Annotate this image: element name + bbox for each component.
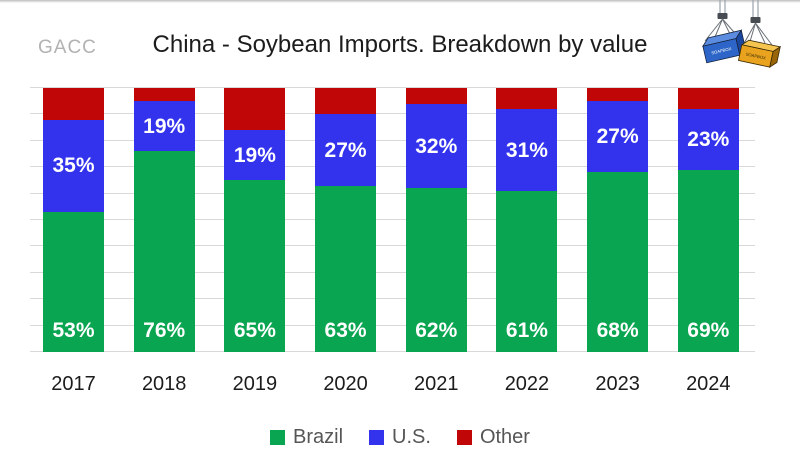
chart-title: China - Soybean Imports. Breakdown by va… — [152, 31, 648, 58]
svg-text:SOAPBOX: SOAPBOX — [711, 46, 732, 56]
segment-other-2019 — [224, 88, 286, 131]
value-label-us-2020: 27% — [324, 138, 367, 162]
gridline-90 — [30, 113, 755, 115]
crane-cables-right — [741, 0, 773, 48]
value-label-brazil-2018: 76% — [143, 319, 186, 342]
x-axis-label-2023: 2023 — [595, 373, 640, 395]
value-label-us-2023: 27% — [596, 125, 639, 149]
gridline-60 — [30, 192, 755, 194]
value-label-brazil-2019: 65% — [233, 319, 276, 342]
x-axis-label-2018: 2018 — [141, 373, 187, 395]
crane-cables-left — [704, 0, 741, 42]
gridline-50 — [30, 219, 755, 220]
segment-brazil-2024: 69% — [677, 169, 739, 352]
yellow-container: SOAPBOX — [738, 39, 782, 68]
x-axis-label-2022: 2022 — [504, 373, 550, 395]
x-axis-label-2024: 2024 — [686, 373, 731, 395]
gridline-0 — [30, 351, 755, 352]
segment-us-2019: 19% — [224, 130, 286, 181]
bar-2018: 19% 76% — [133, 88, 195, 352]
segment-brazil-2021: 62% — [405, 188, 467, 352]
value-label-us-2017: 35% — [52, 154, 95, 178]
legend: Brazil U.S. Other — [0, 426, 800, 449]
value-label-us-2019: 19% — [233, 143, 276, 167]
legend-swatch-brazil — [270, 430, 286, 445]
segment-brazil-2017: 53% — [43, 212, 104, 352]
value-label-us-2024: 23% — [687, 127, 730, 151]
segment-us-2023: 27% — [587, 101, 649, 173]
value-label-brazil-2021: 62% — [415, 319, 458, 342]
gridline-20 — [30, 298, 755, 300]
legend-swatch-other — [456, 430, 472, 445]
bar-2021: 32% 62% — [405, 88, 467, 352]
blue-container: SOAPBOX — [702, 29, 746, 64]
value-label-brazil-2024: 69% — [687, 319, 730, 342]
card-top-edge — [0, 0, 800, 3]
value-label-brazil-2017: 53% — [52, 319, 95, 342]
x-axis-label-2017: 2017 — [51, 373, 96, 395]
gridline-30 — [30, 271, 755, 273]
x-axis-label-2021: 2021 — [414, 373, 459, 395]
gridline-40 — [30, 245, 755, 247]
legend-label-other: Other — [479, 426, 530, 448]
legend-label-us: U.S. — [392, 426, 431, 448]
segment-other-2020 — [315, 88, 377, 115]
bar-2023: 27% 68% — [587, 88, 649, 352]
segment-other-2022 — [496, 88, 558, 110]
x-axis-label-2019: 2019 — [232, 373, 278, 395]
segment-us-2017: 35% — [43, 119, 104, 213]
x-axis: 2017 2018 2019 2020 2021 2022 2023 2024 — [30, 373, 768, 396]
gridline-10 — [30, 324, 755, 326]
shipping-containers-logo: SOAPBOX SOAPBOX — [702, 0, 782, 68]
segment-us-2022: 31% — [496, 109, 558, 191]
legend-item-brazil: Brazil — [270, 426, 343, 449]
segment-us-2018: 19% — [133, 101, 195, 152]
legend-swatch-us — [369, 430, 385, 445]
segment-brazil-2020: 63% — [315, 185, 377, 352]
gridline-80 — [30, 139, 755, 141]
value-label-us-2022: 31% — [505, 138, 548, 162]
bars: 35% 53% 19% 76% 19% 65% 27% 63% 32% 62% 31% 61% 27% 6… — [30, 88, 755, 352]
value-label-us-2018: 19% — [143, 114, 186, 138]
segment-other-2023 — [587, 88, 649, 102]
segment-brazil-2023: 68% — [587, 172, 649, 352]
svg-text:SOAPBOX: SOAPBOX — [745, 51, 766, 60]
bar-2019: 19% 65% — [224, 88, 286, 352]
segment-us-2020: 27% — [315, 114, 377, 186]
plot-area: 35% 53% 19% 76% 19% 65% 27% 63% 32% 62% 31% 61% 27% 6… — [30, 87, 755, 352]
bar-2017: 35% 53% — [43, 88, 104, 352]
value-label-brazil-2022: 61% — [505, 319, 548, 342]
bar-2022: 31% 61% — [496, 88, 558, 352]
segment-other-2021 — [405, 88, 467, 104]
bar-2024: 23% 69% — [677, 88, 739, 352]
segment-us-2024: 23% — [677, 109, 739, 170]
segment-other-2017 — [43, 88, 104, 120]
legend-item-other: Other — [456, 426, 530, 449]
x-axis-label-2020: 2020 — [323, 373, 368, 395]
gridline-70 — [30, 166, 755, 168]
legend-item-us: U.S. — [369, 426, 431, 449]
gridlines — [30, 87, 755, 352]
value-label-brazil-2020: 63% — [324, 319, 367, 342]
segment-brazil-2018: 76% — [133, 151, 195, 352]
value-label-us-2021: 32% — [415, 134, 458, 158]
source-watermark: GACC — [38, 37, 97, 58]
value-label-brazil-2023: 68% — [596, 319, 639, 342]
segment-us-2021: 32% — [405, 103, 467, 189]
gridline-100 — [30, 87, 755, 88]
segment-other-2024 — [677, 88, 739, 110]
segment-brazil-2019: 65% — [224, 180, 286, 352]
bar-2020: 27% 63% — [315, 88, 377, 352]
legend-label-brazil: Brazil — [293, 426, 344, 448]
segment-brazil-2022: 61% — [496, 190, 558, 352]
segment-other-2018 — [133, 88, 195, 102]
